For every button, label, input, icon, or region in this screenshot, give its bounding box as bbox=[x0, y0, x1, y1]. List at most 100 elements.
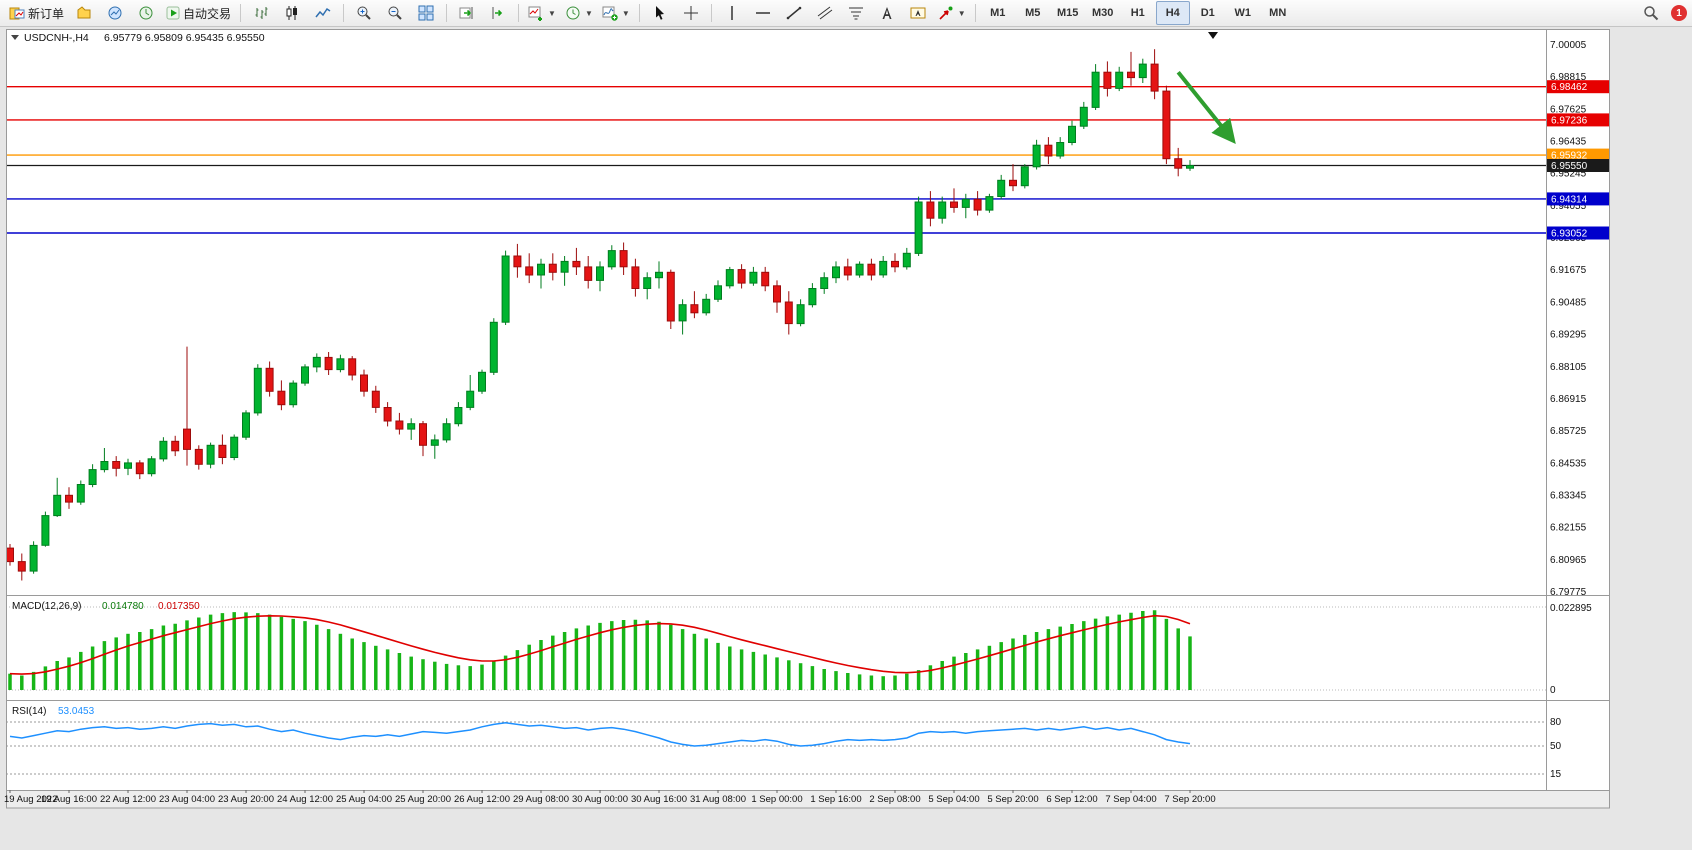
price-badge-6.93052: 6.93052 bbox=[1547, 226, 1609, 240]
timeframe-group: M1 M5 M15 M30 H1 H4 D1 W1 MN bbox=[981, 1, 1295, 25]
vertical-line-button[interactable] bbox=[717, 1, 747, 25]
svg-text:23 Aug 20:00: 23 Aug 20:00 bbox=[218, 794, 274, 805]
svg-text:6.89295: 6.89295 bbox=[1550, 330, 1587, 341]
svg-text:30 Aug 16:00: 30 Aug 16:00 bbox=[631, 794, 687, 805]
current-price-badge: 6.95550 bbox=[1547, 159, 1609, 172]
chevron-down-icon: ▼ bbox=[957, 8, 966, 18]
svg-text:31 Aug 08:00: 31 Aug 08:00 bbox=[690, 794, 746, 805]
arrow-shape-icon bbox=[938, 5, 954, 21]
trendline-button[interactable] bbox=[779, 1, 809, 25]
time-axis[interactable] bbox=[6, 790, 1610, 808]
profiles-button[interactable] bbox=[69, 1, 99, 25]
market-watch-button[interactable] bbox=[100, 1, 130, 25]
tile-windows-button[interactable] bbox=[411, 1, 441, 25]
timeframe-button-W1[interactable]: W1 bbox=[1234, 7, 1251, 19]
new-order-button[interactable]: 新订单 bbox=[5, 1, 68, 25]
chart-background bbox=[6, 29, 1610, 790]
svg-text:6.95932: 6.95932 bbox=[1551, 151, 1588, 162]
zoom-out-icon bbox=[387, 5, 403, 21]
svg-text:29 Aug 08:00: 29 Aug 08:00 bbox=[513, 794, 569, 805]
chart-shift-button[interactable] bbox=[483, 1, 513, 25]
channel-icon bbox=[817, 5, 833, 21]
chart-menu-triangle-icon[interactable] bbox=[11, 35, 19, 40]
autotrading-button[interactable]: 自动交易 bbox=[162, 1, 235, 25]
zoom-out-button[interactable] bbox=[380, 1, 410, 25]
fibonacci-button[interactable] bbox=[841, 1, 871, 25]
svg-text:23 Aug 04:00: 23 Aug 04:00 bbox=[159, 794, 215, 805]
new-chart-dropdown-button[interactable]: ▼ bbox=[524, 1, 560, 25]
zoom-in-button[interactable] bbox=[349, 1, 379, 25]
indicators-dropdown-button[interactable]: ▼ bbox=[598, 1, 634, 25]
zoom-in-icon bbox=[356, 5, 372, 21]
rsi-value: 53.0453 bbox=[58, 706, 95, 717]
svg-text:6.97625: 6.97625 bbox=[1550, 104, 1587, 115]
toolbar-separator bbox=[638, 4, 640, 22]
channel-button[interactable] bbox=[810, 1, 840, 25]
rsi-label: RSI(14) bbox=[12, 706, 46, 717]
data-window-button[interactable] bbox=[131, 1, 161, 25]
svg-text:6.83345: 6.83345 bbox=[1550, 491, 1587, 502]
horizontal-lines[interactable] bbox=[6, 85, 1546, 234]
svg-text:26 Aug 12:00: 26 Aug 12:00 bbox=[454, 794, 510, 805]
new-order-label: 新订单 bbox=[28, 6, 65, 21]
text-button[interactable] bbox=[872, 1, 902, 25]
svg-text:19 Aug 16:00: 19 Aug 16:00 bbox=[41, 794, 97, 805]
timeframe-button-D1[interactable]: D1 bbox=[1200, 7, 1215, 19]
svg-text:5 Sep 04:00: 5 Sep 04:00 bbox=[928, 794, 979, 805]
svg-text:6.93052: 6.93052 bbox=[1551, 229, 1588, 240]
line-chart-button[interactable] bbox=[308, 1, 338, 25]
svg-text:6.98462: 6.98462 bbox=[1551, 82, 1588, 93]
svg-text:0: 0 bbox=[1550, 685, 1556, 696]
svg-text:30 Aug 00:00: 30 Aug 00:00 bbox=[572, 794, 628, 805]
svg-text:50: 50 bbox=[1550, 741, 1562, 752]
fibonacci-icon bbox=[848, 5, 864, 21]
data-window-icon bbox=[138, 5, 154, 21]
shapes-dropdown-button[interactable]: ▼ bbox=[934, 1, 970, 25]
notification-badge[interactable]: 1 bbox=[1671, 5, 1687, 21]
timeframe-button-M5[interactable]: M5 bbox=[1025, 7, 1041, 19]
macd-signal-line bbox=[9, 614, 1191, 675]
timeframe-button-M1[interactable]: M1 bbox=[990, 7, 1006, 19]
macd-label: MACD(12,26,9) bbox=[12, 601, 81, 612]
chart-end-marker-icon[interactable] bbox=[1208, 32, 1218, 39]
svg-text:6.98815: 6.98815 bbox=[1550, 72, 1587, 83]
svg-text:6.96435: 6.96435 bbox=[1550, 137, 1587, 148]
arrow-annotation[interactable] bbox=[1176, 70, 1236, 145]
timeframe-button-MN[interactable]: MN bbox=[1269, 7, 1287, 19]
bar-chart-icon bbox=[253, 5, 269, 21]
text-label-button[interactable] bbox=[903, 1, 933, 25]
auto-scroll-button[interactable] bbox=[452, 1, 482, 25]
svg-text:7.00005: 7.00005 bbox=[1550, 40, 1587, 51]
svg-text:6.90485: 6.90485 bbox=[1550, 297, 1587, 308]
crosshair-icon bbox=[683, 5, 699, 21]
svg-text:7 Sep 20:00: 7 Sep 20:00 bbox=[1164, 794, 1215, 805]
svg-text:24 Aug 12:00: 24 Aug 12:00 bbox=[277, 794, 333, 805]
svg-text:2 Sep 08:00: 2 Sep 08:00 bbox=[869, 794, 920, 805]
cursor-button[interactable] bbox=[645, 1, 675, 25]
price-badge-6.95932: 6.95932 bbox=[1547, 148, 1609, 162]
svg-text:22 Aug 12:00: 22 Aug 12:00 bbox=[100, 794, 156, 805]
svg-text:1 Sep 00:00: 1 Sep 00:00 bbox=[751, 794, 802, 805]
timeframe-button-H4[interactable]: H4 bbox=[1155, 1, 1190, 25]
macd-signal-value: 0.017350 bbox=[158, 601, 200, 612]
candlestick-chart-button[interactable] bbox=[277, 1, 307, 25]
search-button[interactable] bbox=[1636, 1, 1666, 25]
text-label-icon bbox=[910, 5, 926, 21]
timeframe-button-H1[interactable]: H1 bbox=[1130, 7, 1145, 19]
horizontal-line-button[interactable] bbox=[748, 1, 778, 25]
profiles-icon bbox=[76, 5, 92, 21]
market-watch-icon bbox=[107, 5, 123, 21]
timeframe-button-M15[interactable]: M15 bbox=[1057, 7, 1079, 19]
bar-chart-button[interactable] bbox=[246, 1, 276, 25]
price-badge-6.98462: 6.98462 bbox=[1547, 80, 1609, 94]
crosshair-button[interactable] bbox=[676, 1, 706, 25]
svg-text:6.97236: 6.97236 bbox=[1551, 115, 1588, 126]
timeframe-button-M30[interactable]: M30 bbox=[1092, 7, 1114, 19]
price-badge-6.94314: 6.94314 bbox=[1547, 192, 1609, 206]
autotrading-label: 自动交易 bbox=[183, 6, 232, 21]
macd-panel: MACD(12,26,9) 0.014780 0.017350 0.022895 0 bbox=[6, 601, 1592, 696]
periods-dropdown-button[interactable]: ▼ bbox=[561, 1, 597, 25]
svg-text:25 Aug 04:00: 25 Aug 04:00 bbox=[336, 794, 392, 805]
